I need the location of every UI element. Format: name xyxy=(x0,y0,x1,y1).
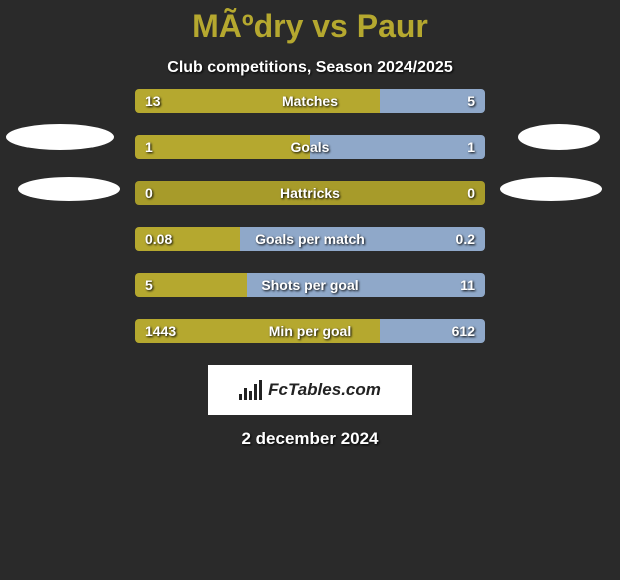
stat-value-right: 0.2 xyxy=(456,227,475,251)
brand-logo: FcTables.com xyxy=(208,365,412,415)
stat-value-left: 5 xyxy=(145,273,153,297)
team-logo-left xyxy=(18,177,120,201)
stat-row: 0.08 Goals per match 0.2 xyxy=(135,227,485,251)
stat-row: 5 Shots per goal 11 xyxy=(135,273,485,297)
bar-chart-icon xyxy=(239,380,262,400)
stat-label: Goals xyxy=(291,135,330,159)
stat-label: Min per goal xyxy=(269,319,351,343)
brand-text: FcTables.com xyxy=(268,380,381,400)
stat-label: Hattricks xyxy=(280,181,340,205)
stat-row: 13 Matches 5 xyxy=(135,89,485,113)
stat-label: Goals per match xyxy=(255,227,365,251)
stat-value-right: 0 xyxy=(467,181,475,205)
bar-segment-left xyxy=(135,89,380,113)
page-title: MÃºdry vs Paur xyxy=(0,0,620,45)
stat-value-right: 11 xyxy=(460,273,475,297)
stat-value-right: 612 xyxy=(452,319,475,343)
stat-value-left: 1443 xyxy=(145,319,176,343)
bar-segment-left xyxy=(135,135,310,159)
stat-value-right: 1 xyxy=(467,135,475,159)
comparison-bars: 13 Matches 5 1 Goals 1 0 Hattricks 0 0.08 Goals pe… xyxy=(135,89,485,343)
stat-value-left: 0.08 xyxy=(145,227,172,251)
stat-value-left: 1 xyxy=(145,135,153,159)
team-logo-right xyxy=(500,177,602,201)
stat-value-right: 5 xyxy=(467,89,475,113)
stat-row: 1 Goals 1 xyxy=(135,135,485,159)
stat-value-left: 0 xyxy=(145,181,153,205)
stat-row: 1443 Min per goal 612 xyxy=(135,319,485,343)
stat-label: Matches xyxy=(282,89,338,113)
stat-label: Shots per goal xyxy=(261,273,358,297)
player-avatar-left xyxy=(6,124,114,150)
bar-segment-right xyxy=(310,135,485,159)
stat-value-left: 13 xyxy=(145,89,161,113)
stat-row: 0 Hattricks 0 xyxy=(135,181,485,205)
page-subtitle: Club competitions, Season 2024/2025 xyxy=(0,59,620,77)
player-avatar-right xyxy=(518,124,600,150)
date-label: 2 december 2024 xyxy=(0,429,620,449)
